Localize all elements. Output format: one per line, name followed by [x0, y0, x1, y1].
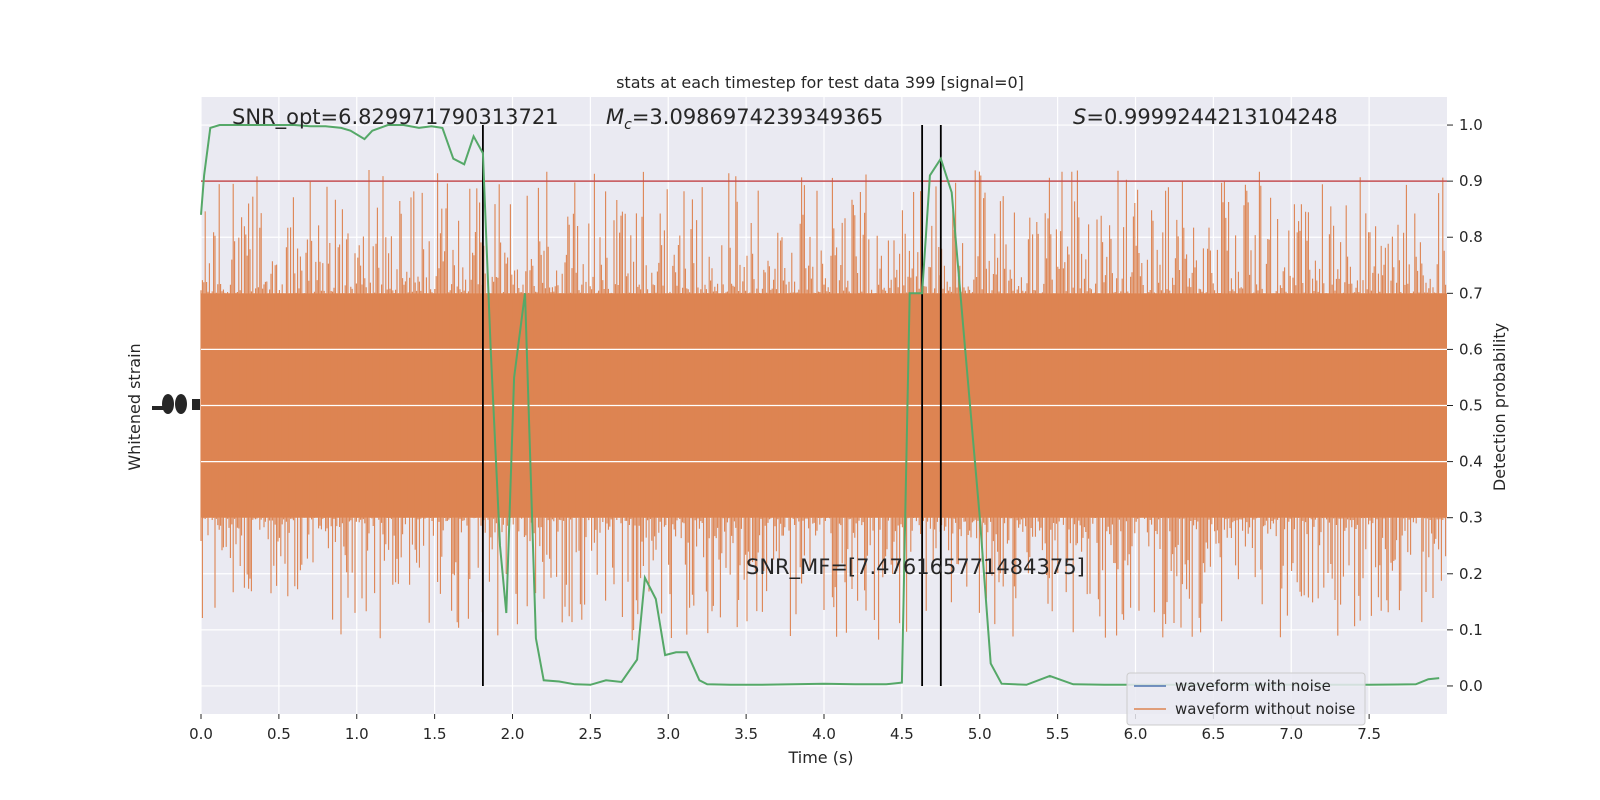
y-right-axis-label: Detection probability: [1490, 323, 1509, 491]
y-right-axis-ticks: 0.0 0.1 0.2 0.3 0.4 0.5 0.6 0.7 0.8 0.9 1.0: [1447, 116, 1483, 695]
legend: waveform with noise waveform without noi…: [1126, 672, 1366, 726]
detection-probability-line: [200, 124, 1440, 686]
annotation-snr-mf: SNR_MF=[7.476165771484375]: [746, 555, 1085, 580]
left-tick-dash: [152, 406, 170, 410]
annotation-chirp-mass: Mc=3.0986974239349365: [606, 105, 883, 133]
x-tick-label: 1.5: [423, 725, 447, 743]
y-tick-label: 0.2: [1459, 565, 1483, 583]
y-tick-label: 0.9: [1459, 172, 1483, 190]
x-tick-label: 4.5: [890, 725, 914, 743]
annotation-score: S=0.9999244213104248: [1073, 105, 1338, 129]
strain-series-waveform-without-noise: [200, 170, 1447, 641]
y-tick-label: 0.6: [1459, 340, 1483, 358]
x-tick-label: 6.0: [1124, 725, 1148, 743]
x-tick-label: 3.0: [656, 725, 680, 743]
legend-label-waveform-with-noise: waveform with noise: [1175, 677, 1331, 695]
x-tick-label: 7.0: [1279, 725, 1303, 743]
y-tick-label: 0.5: [1459, 397, 1483, 415]
y-tick-label: 1.0: [1459, 116, 1483, 134]
x-tick-label: 2.5: [578, 725, 602, 743]
x-tick-label: 5.5: [1046, 725, 1070, 743]
legend-box: [1126, 672, 1366, 726]
y-tick-label: 0.8: [1459, 228, 1483, 246]
x-tick-label: 6.5: [1201, 725, 1225, 743]
y-tick-label: 0.7: [1459, 284, 1483, 302]
x-tick-label: 7.5: [1357, 725, 1381, 743]
left-tick-block: [192, 399, 200, 410]
y-left-axis-label: Whitened strain: [125, 343, 144, 470]
x-tick-label: 0.0: [189, 725, 213, 743]
y-tick-label: 0.0: [1459, 677, 1483, 695]
x-axis-ticks: 0.0 0.5 1.0 1.5 2.0 2.5 3.0 3.5 4.0 4.5 5.0 5.5 6.0 6…: [189, 714, 1381, 743]
left-tick-glyph: [162, 394, 174, 414]
legend-label-waveform-without-noise: waveform without noise: [1175, 700, 1355, 718]
annotation-snr-opt: SNR_opt=6.829971790313721: [232, 105, 559, 130]
vertical-marker-lines: [482, 125, 942, 686]
y-tick-label: 0.4: [1459, 453, 1483, 471]
x-tick-label: 1.0: [345, 725, 369, 743]
left-tick-glyph: [175, 394, 187, 414]
strain-waveform-trace: [200, 170, 1447, 641]
x-axis-label: Time (s): [787, 748, 853, 767]
y-tick-label: 0.1: [1459, 621, 1483, 639]
x-tick-label: 4.0: [812, 725, 836, 743]
x-tick-label: 3.5: [734, 725, 758, 743]
y-tick-label: 0.3: [1459, 509, 1483, 527]
detection-probability-series: [200, 124, 1440, 686]
x-tick-label: 0.5: [267, 725, 291, 743]
left-axis-overlapping-tick-labels: [152, 394, 200, 414]
x-tick-label: 5.0: [968, 725, 992, 743]
chart-title: stats at each timestep for test data 399…: [616, 73, 1024, 92]
x-tick-label: 2.0: [501, 725, 525, 743]
